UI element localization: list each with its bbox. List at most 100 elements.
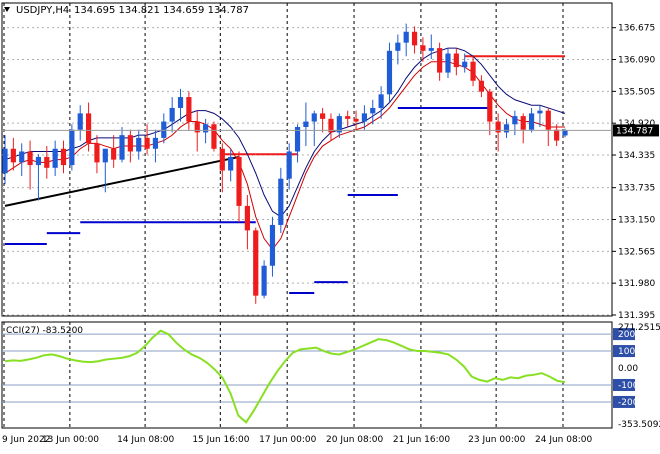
candle-body bbox=[127, 135, 133, 152]
candle-body bbox=[85, 113, 92, 144]
candle-body bbox=[211, 124, 217, 149]
candle-body bbox=[136, 137, 142, 152]
candle-body bbox=[453, 53, 459, 68]
candle-body bbox=[261, 265, 267, 296]
candle-body bbox=[487, 91, 493, 122]
candle-body bbox=[44, 156, 50, 168]
candle-body bbox=[228, 156, 234, 171]
candle-body bbox=[119, 135, 125, 160]
candle-body bbox=[378, 94, 384, 108]
candle-body bbox=[420, 45, 426, 51]
candle-body bbox=[470, 61, 476, 81]
candle-body bbox=[169, 107, 175, 122]
candle-body bbox=[554, 129, 560, 141]
trendline bbox=[4, 155, 240, 207]
cci-level-badge bbox=[613, 328, 635, 341]
candle-body bbox=[537, 110, 543, 114]
candle-body bbox=[395, 42, 401, 51]
candle-body bbox=[10, 148, 16, 163]
axis-layer: 136.675 136.090 135.505 134.920 134.335 133.7… bbox=[2, 24, 660, 445]
candle-body bbox=[328, 118, 334, 133]
candle-body bbox=[161, 121, 167, 138]
candle-body bbox=[286, 151, 292, 179]
candle-body bbox=[361, 113, 367, 122]
candle-body bbox=[177, 97, 184, 108]
price-tick-label: 135.505 bbox=[618, 87, 655, 97]
cci-tick-label: 271.2515 bbox=[618, 323, 660, 333]
price-layer bbox=[2, 23, 612, 304]
time-tick-label: 14 Jun 08:00 bbox=[117, 435, 174, 445]
main-frame bbox=[1, 2, 613, 317]
time-tick-label: 21 Jun 16:00 bbox=[393, 435, 450, 445]
candle-body bbox=[520, 116, 526, 130]
candle-body bbox=[144, 137, 150, 149]
candle-body bbox=[203, 124, 209, 133]
cci-title: CCI(27) -83.5200 bbox=[6, 326, 83, 336]
current-price-badge bbox=[613, 124, 659, 137]
candle-body bbox=[60, 148, 67, 166]
candle-body bbox=[370, 107, 376, 114]
cci-tick-label: -200 bbox=[618, 398, 639, 408]
price-tick-label: 136.090 bbox=[618, 56, 655, 66]
candle-body bbox=[353, 118, 359, 122]
candle-body bbox=[403, 31, 409, 43]
cci-tick-label: -353.5092 bbox=[618, 420, 660, 430]
candle-body bbox=[495, 121, 501, 133]
candle-body bbox=[19, 151, 25, 163]
candle-body bbox=[269, 224, 276, 266]
candle-body bbox=[336, 116, 342, 133]
time-tick-label: 24 Jun 08:00 bbox=[535, 435, 592, 445]
price-tick-label: 132.565 bbox=[618, 247, 655, 257]
price-tick-label: 134.335 bbox=[618, 151, 655, 161]
candle-body bbox=[278, 178, 284, 225]
price-tick-label: 136.675 bbox=[618, 24, 655, 34]
candle-body bbox=[152, 137, 159, 149]
price-tick-label: 131.980 bbox=[618, 279, 655, 289]
candle-body bbox=[320, 113, 326, 119]
candle-body bbox=[35, 156, 42, 166]
ma-slow-line bbox=[4, 47, 566, 218]
candle-body bbox=[236, 156, 242, 206]
candle-body bbox=[94, 143, 100, 163]
candle-body bbox=[2, 148, 8, 174]
candle-body bbox=[545, 110, 551, 130]
candle-body bbox=[462, 61, 468, 68]
candle-body bbox=[528, 113, 535, 130]
candle-body bbox=[253, 230, 259, 296]
candle-body bbox=[27, 151, 33, 166]
candle-body bbox=[437, 48, 443, 73]
candle-body bbox=[294, 126, 301, 152]
candle-body bbox=[512, 116, 518, 125]
candle-body bbox=[386, 50, 393, 95]
cci-frame bbox=[1, 321, 613, 429]
cci-tick-label: 0.00 bbox=[618, 364, 638, 374]
candle-body bbox=[102, 148, 108, 163]
candle-body bbox=[111, 148, 117, 160]
price-tick-label: 131.395 bbox=[618, 311, 655, 321]
time-tick-label: 23 Jun 00:00 bbox=[468, 435, 525, 445]
candle-body bbox=[428, 48, 434, 51]
cci-tick-label: -100 bbox=[618, 381, 639, 391]
candle-body bbox=[311, 113, 317, 122]
candle-body bbox=[478, 80, 485, 92]
cci-level-badge bbox=[613, 345, 635, 358]
candle-body bbox=[503, 124, 510, 133]
current-price-label: 134.787 bbox=[616, 126, 653, 136]
cci-level-badge bbox=[613, 395, 635, 408]
collapse-arrow-icon[interactable] bbox=[4, 7, 10, 12]
time-tick-label: 9 Jun 2022 bbox=[2, 435, 50, 445]
time-tick-label: 15 Jun 16:00 bbox=[192, 435, 249, 445]
candle-body bbox=[244, 205, 250, 231]
candle-body bbox=[562, 130, 568, 136]
cci-line bbox=[4, 329, 566, 424]
candle-body bbox=[345, 116, 351, 119]
time-tick-label: 17 Jun 00:00 bbox=[259, 435, 316, 445]
candle-body bbox=[194, 121, 200, 133]
price-tick-label: 133.150 bbox=[618, 216, 655, 226]
candle-body bbox=[52, 148, 58, 168]
candle-body bbox=[303, 121, 309, 127]
time-tick-label: 20 Jun 08:00 bbox=[326, 435, 383, 445]
cci-tick-label: 100 bbox=[618, 347, 635, 357]
